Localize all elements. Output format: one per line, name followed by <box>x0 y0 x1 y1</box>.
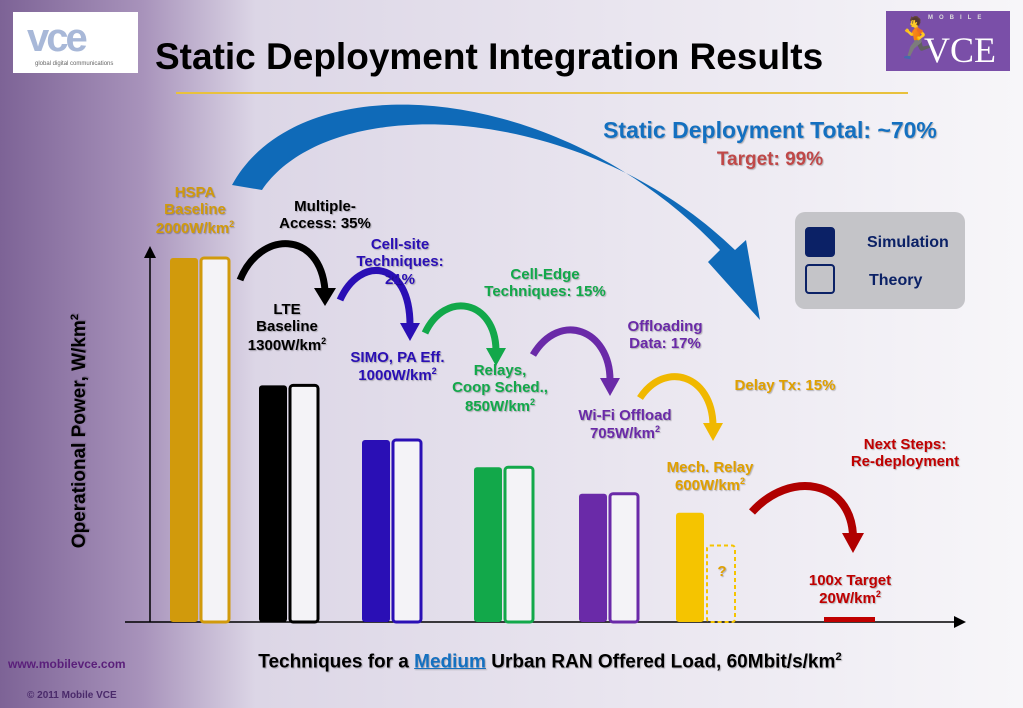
bar-theory <box>391 438 423 624</box>
arrow-multiple-access <box>236 240 329 291</box>
title-divider <box>176 92 908 94</box>
logo-vce: VCE <box>924 30 996 70</box>
legend-simulation: Simulation <box>867 234 949 251</box>
logo-subtitle: global digital communications <box>35 61 114 67</box>
arrow-cell-edge <box>421 302 500 351</box>
legend-theory: Theory <box>869 272 923 289</box>
website-link[interactable]: www.mobilevce.com <box>8 657 126 671</box>
cell-site-label: Cell-site Techniques: 21% <box>356 236 444 288</box>
logo-top: MOBILE <box>928 15 988 21</box>
logo-text: vce <box>27 16 88 60</box>
arrow-delay <box>637 373 717 426</box>
bar-simulation <box>362 440 390 622</box>
unknown-theory-mark: ? <box>717 563 727 580</box>
mobile-vce-logo: MOBILE 🏃 VCE <box>886 11 1010 71</box>
simo-label: SIMO, PA Eff. 1000W/km2 <box>350 349 445 385</box>
theory-swatch <box>805 264 835 294</box>
bar-theory <box>199 256 231 624</box>
target-label: Target: 99% <box>716 149 824 170</box>
cell-edge-label: Cell-Edge Techniques: 15% <box>484 266 606 301</box>
bar-simulation-target <box>824 617 875 622</box>
page-title: Static Deployment Integration Results <box>155 36 824 77</box>
bar-simulation <box>579 493 607 622</box>
vce-logo: vce global digital communications <box>13 12 138 73</box>
offloading-label: Offloading Data: 17% <box>627 318 703 353</box>
relays-label: Relays, Coop Sched., 850W/km2 <box>452 362 548 415</box>
bar-simulation <box>259 385 287 622</box>
lte-label: LTE Baseline 1300W/km2 <box>247 301 327 354</box>
medium-link[interactable]: Medium <box>414 651 486 673</box>
bar-simulation <box>676 512 704 622</box>
simulation-swatch <box>805 227 835 257</box>
bar-theory <box>288 383 320 624</box>
mech-relay-label: Mech. Relay 600W/km2 <box>666 459 754 495</box>
arrow-cell-site <box>336 267 414 326</box>
next-steps-label: Next Steps: Re-deployment <box>850 436 960 471</box>
bar-theory <box>608 492 640 624</box>
bar-theory <box>706 544 736 623</box>
bar-theory <box>503 465 535 624</box>
bar-simulation <box>474 467 502 622</box>
multiple-access-label: Multiple- Access: 35% <box>279 198 371 233</box>
hspa-label: HSPA Baseline 2000W/km2 <box>155 184 235 237</box>
delay-label: Delay Tx: 15% <box>734 377 836 394</box>
arrow-next-steps <box>749 482 857 536</box>
legend: Simulation Theory <box>795 212 965 309</box>
copyright: © 2011 Mobile VCE <box>27 690 117 701</box>
wifi-label: Wi-Fi Offload 705W/km2 <box>578 407 672 443</box>
y-axis-label: Operational Power, W/km2 <box>68 313 91 549</box>
arrow-offloading <box>530 326 614 381</box>
x-axis-label: Techniques for a Medium Urban RAN Offere… <box>258 651 842 673</box>
target-bar-label: 100x Target 20W/km2 <box>808 572 892 608</box>
bar-simulation <box>170 258 198 622</box>
total-label: Static Deployment Total: ~70% <box>603 117 937 143</box>
